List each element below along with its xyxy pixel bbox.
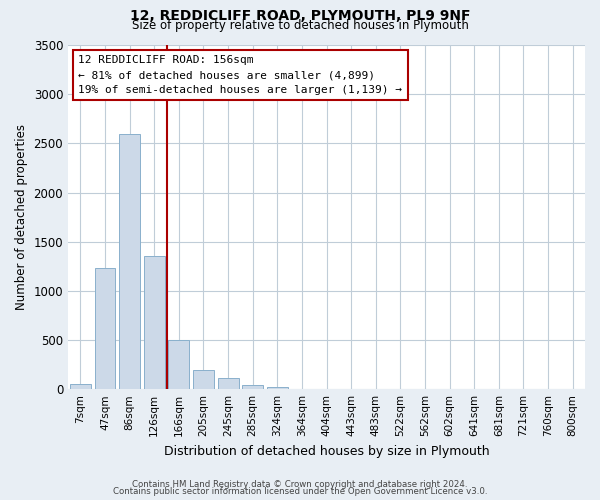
Text: 12, REDDICLIFF ROAD, PLYMOUTH, PL9 9NF: 12, REDDICLIFF ROAD, PLYMOUTH, PL9 9NF — [130, 9, 470, 23]
Text: Contains public sector information licensed under the Open Government Licence v3: Contains public sector information licen… — [113, 487, 487, 496]
Y-axis label: Number of detached properties: Number of detached properties — [15, 124, 28, 310]
Bar — [144, 256, 164, 389]
Bar — [119, 134, 140, 389]
Text: 12 REDDICLIFF ROAD: 156sqm
← 81% of detached houses are smaller (4,899)
19% of s: 12 REDDICLIFF ROAD: 156sqm ← 81% of deta… — [79, 56, 403, 95]
Bar — [169, 340, 189, 389]
Bar — [95, 268, 115, 389]
Text: Size of property relative to detached houses in Plymouth: Size of property relative to detached ho… — [131, 19, 469, 32]
Bar — [70, 384, 91, 389]
Bar — [218, 378, 239, 389]
X-axis label: Distribution of detached houses by size in Plymouth: Distribution of detached houses by size … — [164, 444, 490, 458]
Bar — [242, 385, 263, 389]
Text: Contains HM Land Registry data © Crown copyright and database right 2024.: Contains HM Land Registry data © Crown c… — [132, 480, 468, 489]
Bar — [193, 370, 214, 389]
Bar — [267, 386, 288, 389]
